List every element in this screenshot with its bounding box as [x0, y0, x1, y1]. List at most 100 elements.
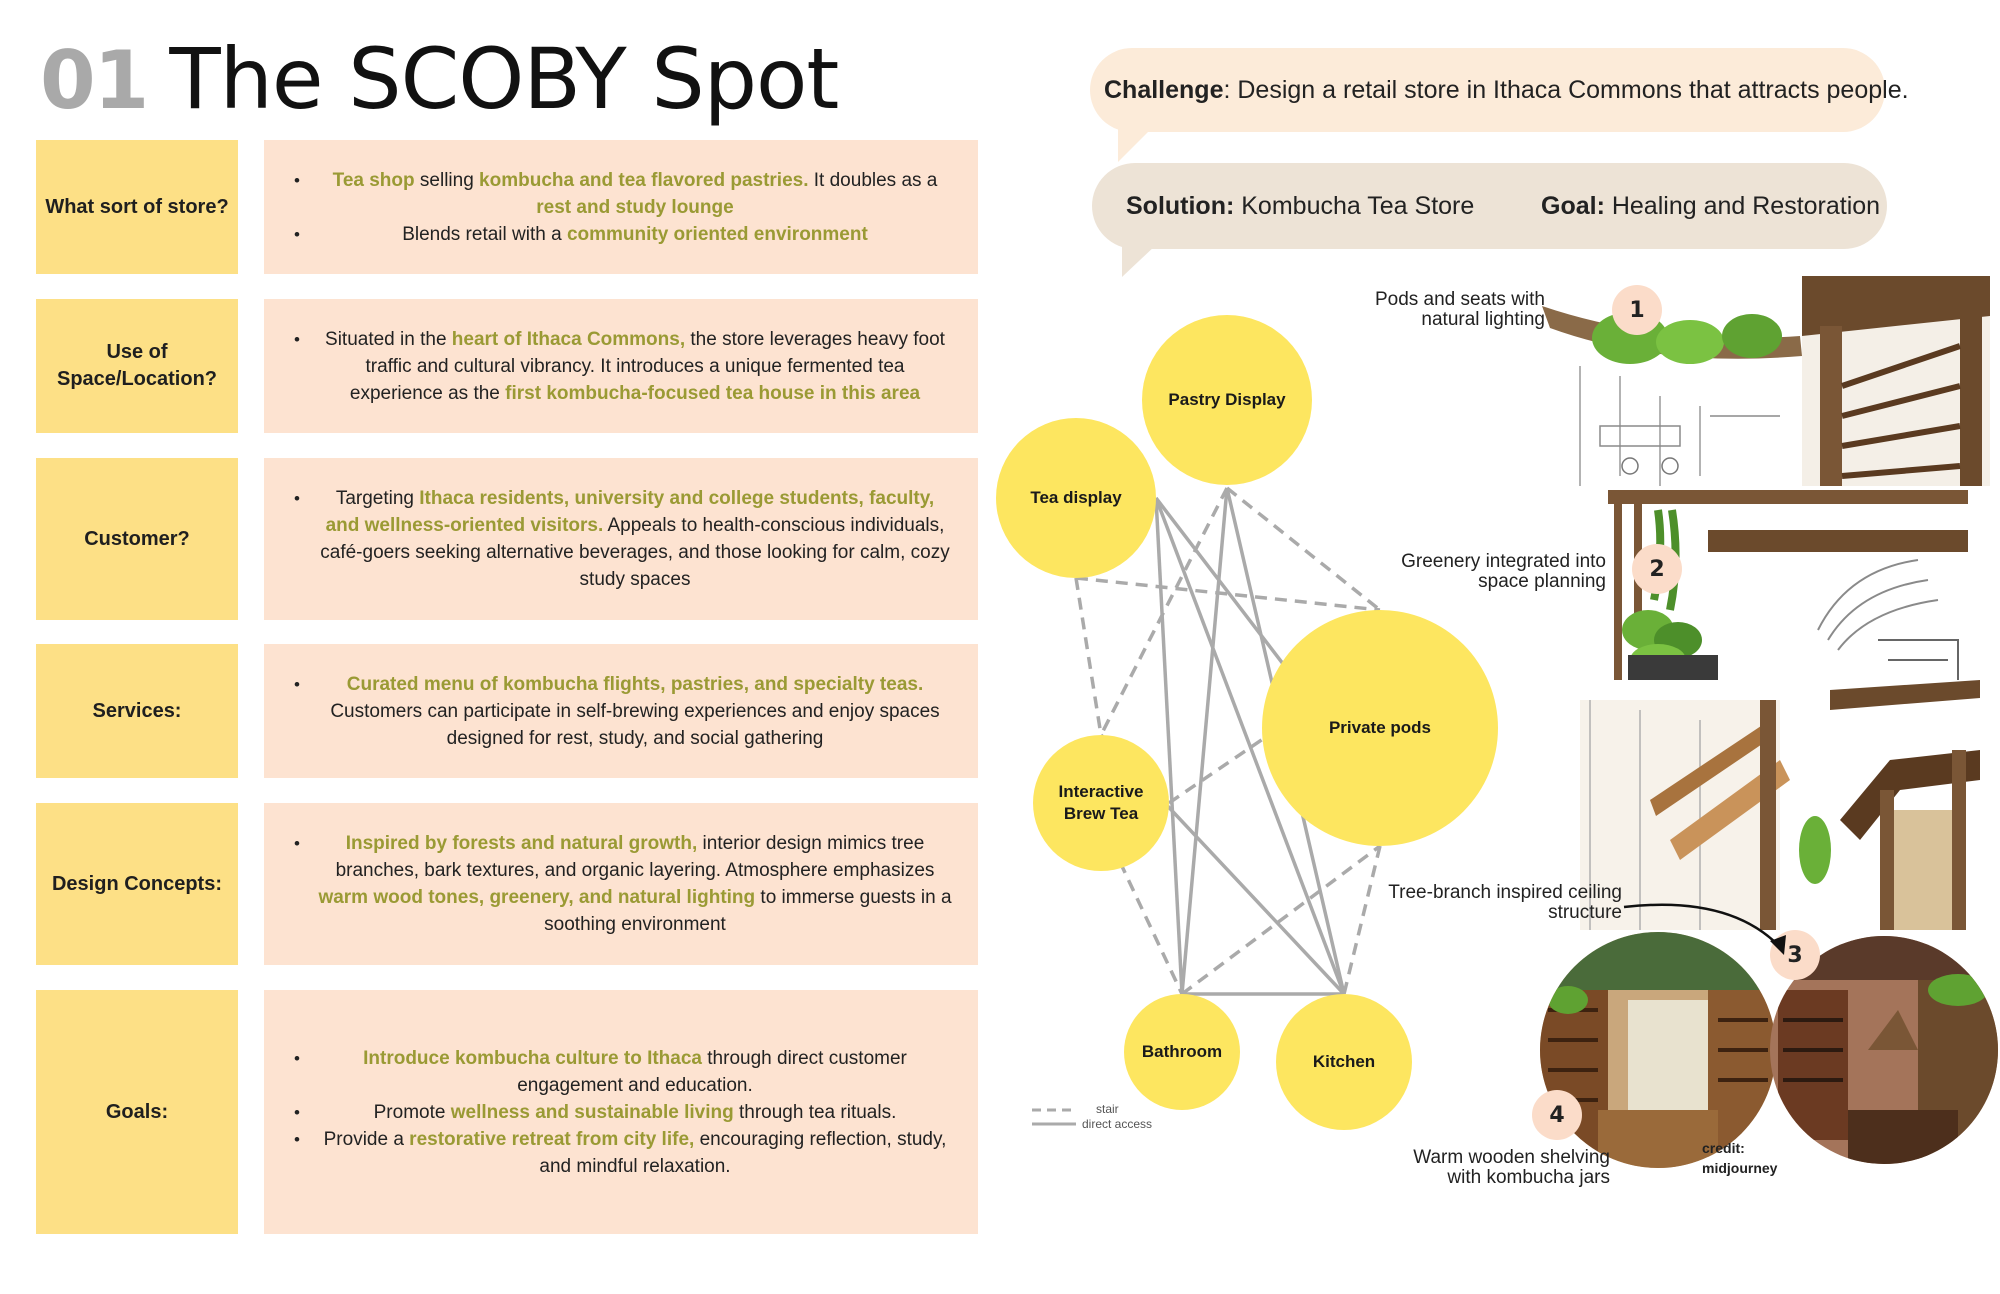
row-label: Goals: — [36, 990, 238, 1234]
node-private-pods: Private pods — [1262, 610, 1498, 846]
solution-label: Solution: — [1126, 191, 1235, 220]
highlight-text: Ithaca residents, university and college… — [325, 488, 935, 536]
bullet-item: Situated in the heart of Ithaca Commons,… — [294, 326, 952, 407]
body-text: Blends retail with a — [402, 223, 567, 245]
bullet-item: Inspired by forests and natural growth, … — [294, 830, 952, 938]
node-bathroom: Bathroom — [1124, 994, 1240, 1110]
row-description: Curated menu of kombucha flights, pastri… — [264, 644, 978, 778]
page-title: 01 The SCOBY Spot — [40, 30, 839, 140]
highlight-text: community oriented environment — [566, 223, 868, 245]
row-customer: Customer? Targeting Ithaca residents, un… — [36, 458, 978, 620]
body-text: Targeting — [335, 488, 420, 509]
goal-label: Goal: — [1541, 191, 1605, 220]
caption-pods-seats: Pods and seats with natural lighting — [1374, 289, 1545, 330]
caption-greenery: Greenery integrated into space planning — [1401, 551, 1606, 592]
challenge-bubble-tail — [1118, 128, 1152, 162]
caption-arrow — [1623, 903, 1786, 955]
row-services: Services: Curated menu of kombucha fligh… — [36, 644, 978, 778]
bullet-item: Provide a restorative retreat from city … — [294, 1126, 952, 1180]
sketch-pods-seats — [1540, 276, 1990, 486]
highlight-text: Introduce kombucha culture to Ithaca — [363, 1047, 702, 1069]
caption-shelving: Warm wooden shelving with kombucha jars — [1413, 1147, 1610, 1188]
row-label: Design Concepts: — [36, 803, 238, 965]
rendering-circles — [1540, 932, 1998, 1168]
stair-line-bath-pods — [1180, 844, 1382, 996]
bullet-item: Promote wellness and sustainable living … — [294, 1099, 952, 1126]
row-description: Introduce kombucha culture to Ithaca thr… — [264, 990, 978, 1234]
stair-line-brew-bath — [1118, 861, 1184, 995]
row-description: Targeting Ithaca residents, university a… — [264, 458, 978, 620]
row-description: Tea shop selling kombucha and tea flavor… — [264, 140, 978, 274]
direct-line-pastry-bath — [1180, 487, 1229, 995]
highlight-text: Inspired by forests and natural growth, — [345, 833, 698, 854]
challenge-label: Challenge — [1104, 75, 1224, 104]
row-store-type: What sort of store? Tea shop selling kom… — [36, 140, 978, 274]
row-label: Use of Space/Location? — [36, 299, 238, 433]
sketch-ceiling — [1580, 680, 1990, 930]
body-text: to immerse guests in a soothing environm… — [544, 887, 952, 935]
row-label: Customer? — [36, 458, 238, 620]
row-location: Use of Space/Location? Situated in the h… — [36, 299, 978, 433]
direct-line-tea-kitchen — [1154, 497, 1346, 995]
highlight-text: restorative retreat from city life, — [409, 1128, 695, 1150]
legend-direct-access: direct access — [1082, 1117, 1153, 1131]
row-description: Situated in the heart of Ithaca Commons,… — [264, 299, 978, 433]
highlight-text: warm wood tones, greenery, and natural l… — [318, 887, 756, 908]
body-text: selling — [414, 169, 480, 191]
caption-ceiling: Tree-branch inspired ceiling structure — [1388, 882, 1622, 923]
challenge-bubble: Challenge: Design a retail store in Itha… — [1090, 48, 1909, 132]
goal-text: Healing and Restoration — [1604, 191, 1881, 220]
stair-line-pastry-pods — [1225, 486, 1382, 612]
highlight-text: Curated menu of kombucha flights, pastri… — [346, 673, 924, 695]
highlight-text: first kombucha-focused tea house in this… — [505, 382, 921, 404]
store-name: The SCOBY Spot — [169, 30, 839, 128]
solution-text: Kombucha Tea Store — [1234, 191, 1475, 220]
body-text: Situated in the — [325, 328, 452, 350]
stair-line-tea-pods — [1075, 576, 1381, 612]
legend-stair: stair — [1096, 1102, 1119, 1116]
body-text: Customers can participate in self-brewin… — [330, 700, 940, 749]
body-text: through direct customer engagement and e… — [517, 1047, 907, 1096]
node-tea-display: Tea display — [996, 418, 1156, 578]
body-text: through tea rituals. — [733, 1101, 897, 1123]
stair-connections — [1074, 486, 1382, 996]
challenge-text: : Design a retail store in Ithaca Common… — [1223, 75, 1909, 104]
body-text: Promote — [373, 1101, 451, 1123]
row-label: What sort of store? — [36, 140, 238, 274]
body-text: the store leverages heavy foot traffic a… — [349, 328, 945, 404]
section-number: 01 — [40, 34, 149, 127]
highlight-text: rest and study lounge — [536, 196, 734, 218]
image-credit: credit: midjourney — [1702, 1140, 1778, 1176]
stair-line-pods-kitchen — [1342, 845, 1382, 995]
row-description: Inspired by forests and natural growth, … — [264, 803, 978, 965]
highlight-text: heart of Ithaca Commons, — [451, 328, 686, 350]
stair-line-tea-brew — [1074, 577, 1103, 736]
row-goals: Goals: Introduce kombucha culture to Ith… — [36, 990, 978, 1234]
badge-2: 2 — [1632, 544, 1682, 594]
direct-line-tea-bath — [1154, 497, 1184, 995]
row-label: Services: — [36, 644, 238, 778]
solution-bubble: Solution: Kombucha Tea Store Goal: Heali… — [1092, 163, 1887, 249]
row-design-concepts: Design Concepts: Inspired by forests and… — [36, 803, 978, 965]
highlight-text: Tea shop — [332, 169, 415, 191]
body-text: Provide a — [323, 1128, 410, 1150]
badge-1: 1 — [1612, 285, 1662, 335]
node-kitchen: Kitchen — [1276, 994, 1412, 1130]
body-text: It doubles as a — [808, 169, 938, 191]
solution-bubble-tail — [1122, 245, 1156, 277]
stair-line-pastry-brew — [1099, 487, 1229, 736]
bullet-item: Targeting Ithaca residents, university a… — [294, 485, 952, 593]
bullet-item: Tea shop selling kombucha and tea flavor… — [294, 167, 952, 221]
bullet-item: Introduce kombucha culture to Ithaca thr… — [294, 1045, 952, 1099]
body-text: Appeals to health-conscious individuals,… — [320, 515, 950, 590]
highlight-text: wellness and sustainable living — [450, 1101, 734, 1123]
body-text: encouraging reflection, study, and mindf… — [539, 1128, 947, 1177]
stair-line-brew-pods — [1168, 698, 1321, 805]
highlight-text: kombucha and tea flavored pastries. — [479, 169, 809, 191]
badge-4: 4 — [1532, 1090, 1582, 1140]
node-pastry-display: Pastry Display — [1142, 315, 1312, 485]
bullet-item: Curated menu of kombucha flights, pastri… — [294, 671, 952, 752]
body-text: interior design mimics tree branches, ba… — [335, 833, 935, 881]
bullet-item: Blends retail with a community oriented … — [294, 221, 952, 248]
legend-swatches — [1032, 1108, 1076, 1126]
